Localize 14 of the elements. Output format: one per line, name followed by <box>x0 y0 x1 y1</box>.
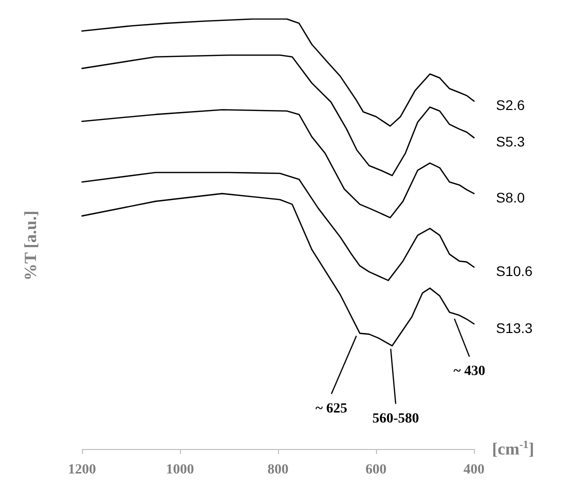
series-label: S13.3 <box>496 320 533 336</box>
y-axis-title: %T [a.u.] <box>21 210 40 281</box>
x-tick-label: 400 <box>464 462 484 478</box>
x-tick-label: 1000 <box>166 462 194 478</box>
series-label: S5.3 <box>496 134 526 150</box>
x-tick-label: 800 <box>268 462 288 478</box>
annotation: ~ 625 <box>316 401 348 416</box>
x-tick-label: 600 <box>366 462 386 478</box>
annotation: 560-580 <box>372 411 420 426</box>
series-label: S2.6 <box>496 97 526 114</box>
annotation: ~ 430 <box>454 364 486 380</box>
series-label: S10.6 <box>496 263 533 280</box>
series-label: S8.0 <box>496 190 526 206</box>
x-tick-label: 1200 <box>68 462 96 478</box>
